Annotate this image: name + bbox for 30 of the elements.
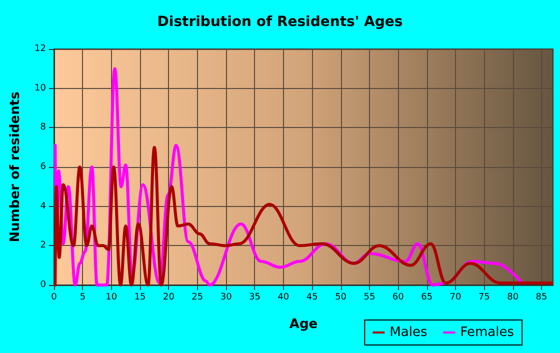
x-tick-label: 15 bbox=[134, 292, 146, 302]
y-tick-label: 4 bbox=[40, 201, 46, 212]
x-axis-title: Age bbox=[289, 317, 318, 332]
y-axis-title: Number of residents bbox=[8, 91, 23, 242]
x-tick-label: 5 bbox=[80, 292, 86, 302]
y-tick-label: 2 bbox=[40, 240, 46, 251]
x-tick-label: 0 bbox=[51, 292, 58, 302]
x-tick-label: 55 bbox=[364, 292, 376, 302]
x-tick-label: 65 bbox=[421, 292, 433, 302]
x-tick-label: 40 bbox=[278, 292, 290, 302]
legend-label: Females bbox=[460, 325, 514, 340]
legend-label: Males bbox=[390, 325, 428, 340]
x-tick-label: 85 bbox=[536, 292, 548, 302]
x-tick-label: 75 bbox=[478, 292, 490, 302]
x-tick-label: 10 bbox=[106, 292, 118, 302]
x-tick-label: 50 bbox=[335, 292, 347, 302]
x-tick-label: 45 bbox=[306, 292, 318, 302]
y-tick-label: 6 bbox=[40, 162, 46, 172]
chart-title: Distribution of Residents' Ages bbox=[157, 14, 403, 30]
x-tick-label: 20 bbox=[162, 292, 175, 302]
y-tick-label: 10 bbox=[34, 83, 46, 94]
y-tick-label: 12 bbox=[34, 44, 46, 54]
y-tick-label: 0 bbox=[40, 280, 46, 290]
x-tick-label: 35 bbox=[249, 292, 260, 302]
x-tick-label: 60 bbox=[392, 292, 404, 302]
y-tick-label: 8 bbox=[40, 122, 46, 133]
x-tick-label: 30 bbox=[220, 292, 232, 302]
x-tick-label: 70 bbox=[450, 292, 462, 302]
x-tick-label: 80 bbox=[507, 292, 519, 302]
x-tick-label: 25 bbox=[192, 292, 204, 302]
